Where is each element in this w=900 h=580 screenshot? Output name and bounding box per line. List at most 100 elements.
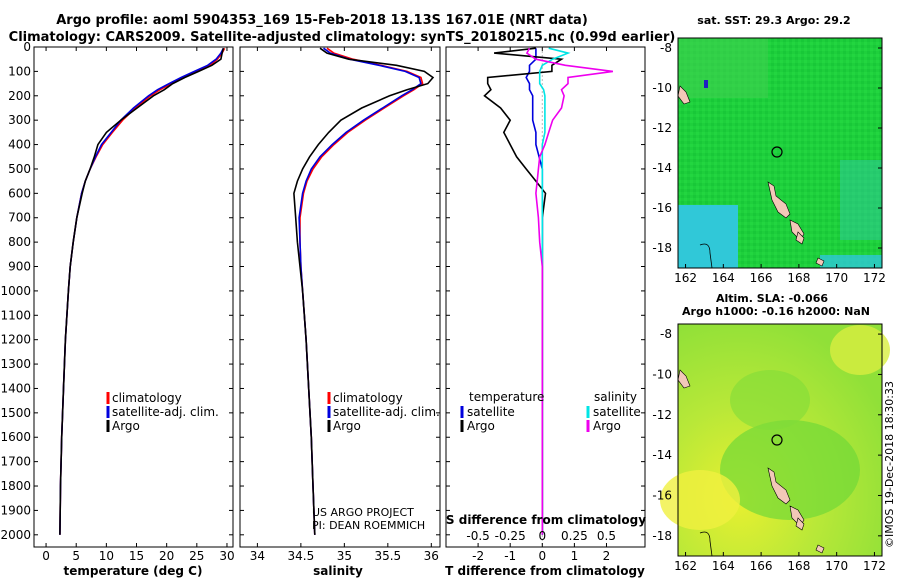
map-x-tick-label: 168 (787, 559, 810, 573)
sla-map-title: Altim. SLA: -0.066 (716, 292, 828, 305)
sla-low-region (730, 370, 810, 430)
depth-tick-label: 1100 (0, 308, 31, 322)
map-y-tick-label: -18 (652, 529, 672, 543)
series-line-argo (293, 47, 435, 535)
x-tick-label: 2 (603, 549, 611, 563)
salinity-axis-label: salinity (313, 564, 363, 578)
island-shape (767, 467, 791, 505)
argo-float-marker (771, 146, 783, 158)
map-y-tick-label: -8 (660, 327, 672, 341)
depth-tick-label: 1400 (0, 381, 31, 395)
map-x-tick-label: 164 (712, 271, 735, 285)
sst-cool-patch (820, 255, 882, 268)
imos-timestamp: ©IMOS 19-Dec-2018 18:30:33 (883, 381, 896, 548)
legend-label-satellite: satellite-adj. clim. (112, 405, 219, 419)
credit-line-2: PI: DEAN ROEMMICH (312, 519, 425, 532)
map-y-tick-label: -12 (652, 121, 672, 135)
map-x-tick-label: 168 (787, 271, 810, 285)
legend-heading-temperature: temperature (469, 390, 544, 404)
island-shape (767, 181, 791, 219)
map-x-tick-label: 164 (712, 559, 735, 573)
t-difference-axis-label: T difference from climatology (445, 564, 645, 578)
series-line-argo-temperature (483, 47, 564, 535)
legend-label-climatology: climatology (112, 391, 182, 405)
temperature-x-ticks: 0 5 10 15 20 25 30 (42, 47, 235, 563)
x-tick-label: 25 (189, 549, 204, 563)
legend-label-t-satellite: satellite (467, 405, 515, 419)
temperature-axis-label: temperature (deg C) (64, 564, 203, 578)
depth-tick-label: 2000 (0, 528, 31, 542)
s-diff-tick-label: -0.25 (495, 529, 526, 543)
legend-label-t-argo: Argo (467, 419, 495, 433)
map-y-tick-label: -14 (652, 161, 672, 175)
x-tick-label: 10 (99, 549, 114, 563)
salinity-panel-frame (239, 46, 441, 548)
x-tick-label: 0 (538, 549, 546, 563)
depth-tick-label: 1500 (0, 406, 31, 420)
series-line-satellite-temperature (525, 48, 544, 535)
s-difference-x-ticks: -0.5 -0.25 0 0.25 0.5 (466, 529, 616, 543)
temperature-legend: climatology satellite-adj. clim. Argo (106, 391, 219, 433)
depth-tick-label: 400 (8, 138, 31, 152)
map-x-tick-label: 166 (750, 559, 773, 573)
map-y-tick-label: -10 (652, 81, 672, 95)
depth-tick-label: 1600 (0, 430, 31, 444)
legend-label-s-satellite: satellite (593, 405, 641, 419)
coastline-contour (699, 243, 713, 269)
series-line-satellite-adj-clim (298, 47, 422, 535)
depth-tick-label: 700 (8, 211, 31, 225)
x-tick-label: 34 (250, 549, 265, 563)
sst-cool-patch (678, 205, 738, 268)
t-difference-x-ticks: -2 -1 0 1 2 (472, 47, 610, 563)
sla-map-frame (677, 323, 883, 557)
salinity-profile-lines (293, 47, 435, 535)
salinity-legend: climatology satellite-adj. clim. Argo US… (312, 391, 440, 532)
sst-field-patch (840, 160, 882, 240)
x-tick-label: 36 (424, 549, 439, 563)
figure-title-line-1: Argo profile: aoml 5904353_169 15-Feb-20… (56, 13, 588, 28)
map-y-tick-label: -16 (652, 201, 672, 215)
series-line-argo (59, 47, 225, 535)
map-x-tick-label: 170 (825, 271, 848, 285)
sst-warm-pixel (704, 80, 708, 88)
depth-tick-label: 1700 (0, 455, 31, 469)
depth-tick-label: 300 (8, 113, 31, 127)
island-shape (815, 257, 825, 267)
depth-tick-label: 600 (8, 186, 31, 200)
map-x-tick-label: 172 (863, 271, 886, 285)
legend-label-climatology: climatology (333, 391, 403, 405)
map-y-tick-label: -12 (652, 408, 672, 422)
map-x-tick-label: 170 (825, 559, 848, 573)
legend-label-argo: Argo (112, 419, 140, 433)
x-tick-label: -2 (472, 549, 484, 563)
sla-high-region (660, 470, 740, 530)
figure-title-line-2: Climatology: CARS2009. Satellite-adjuste… (9, 30, 676, 45)
s-diff-tick-label: 0.5 (597, 529, 616, 543)
map-x-tick-label: 162 (674, 559, 697, 573)
sst-map (677, 37, 883, 269)
sst-map-ticks: 162 164 166 168 170 172 -8 -10 -12 -14 -16 -18 (652, 41, 886, 285)
depth-tick-label: 1000 (0, 284, 31, 298)
depth-tick-label: 200 (8, 89, 31, 103)
depth-tick-label: 100 (8, 64, 31, 78)
sst-map-title: sat. SST: 29.3 Argo: 29.2 (697, 14, 850, 27)
sst-field-patch (678, 38, 768, 98)
island-shape (815, 544, 825, 554)
temperature-panel-frame (33, 46, 234, 548)
map-y-tick-label: -10 (652, 367, 672, 381)
depth-tick-label: 900 (8, 260, 31, 274)
x-tick-label: 20 (159, 549, 174, 563)
s-diff-tick-label: 0 (538, 529, 546, 543)
sla-low-region (720, 420, 860, 520)
map-y-tick-label: -18 (652, 241, 672, 255)
x-tick-label: 1 (571, 549, 579, 563)
sla-map (660, 323, 890, 557)
x-tick-label: 35.5 (374, 549, 401, 563)
difference-panel-frame (445, 46, 646, 548)
island-shape (795, 231, 805, 245)
salinity-x-ticks: 34 34.5 35 35.5 36 (250, 47, 439, 563)
map-x-tick-label: 166 (750, 271, 773, 285)
series-line-satellite-adj-clim (59, 47, 225, 535)
depth-axis: 0 100 200 300 400 500 600 700 800 900 1000 1100 1200… (0, 40, 645, 542)
